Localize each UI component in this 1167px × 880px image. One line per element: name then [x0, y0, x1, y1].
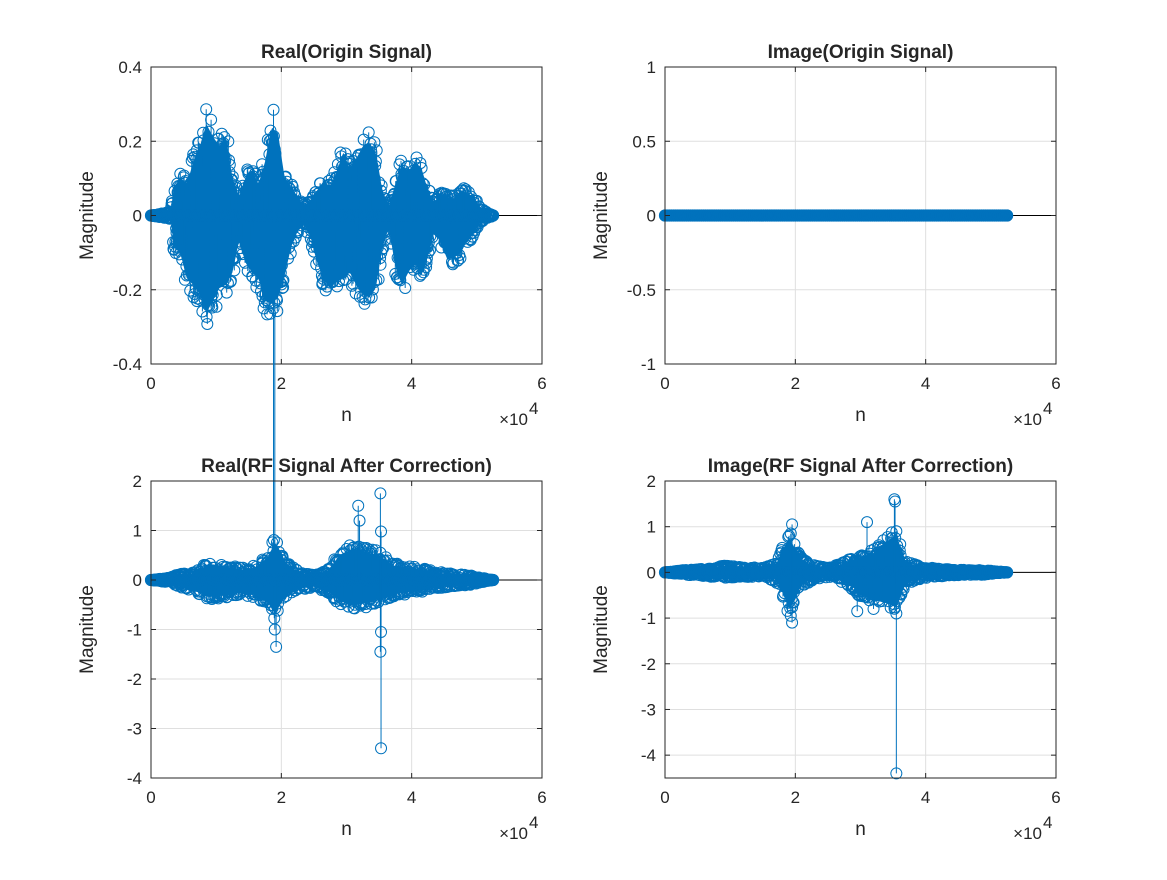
y-tick-label: 0 — [133, 571, 142, 590]
y-tick-label: 0.4 — [118, 58, 142, 77]
y-tick-label: -1 — [641, 355, 656, 374]
y-tick-label: -2 — [127, 670, 142, 689]
y-tick-label: -0.4 — [113, 355, 142, 374]
stem-series — [144, 103, 500, 755]
y-tick-label: 0.2 — [118, 132, 142, 151]
subplot-3: 0 2 4 6 -4 -3 -2 -1 0 1 2 Real(RF Signal After Corr… — [77, 103, 547, 843]
y-axis-label: Magnitude — [77, 171, 98, 260]
data-point — [1000, 209, 1014, 222]
stem-series — [658, 209, 1014, 222]
y-tick-label: 0 — [133, 207, 142, 226]
x-tick-label: 4 — [407, 374, 416, 393]
x-exponent-power: 4 — [529, 399, 538, 418]
x-exponent-label: ×10 — [499, 410, 528, 429]
subplot-1: 0 2 4 6 -0.4 -0.2 0 0.2 0.4 Real(Origin Signal) n M… — [77, 42, 547, 429]
subplot-2: 0 2 4 6 -1 -0.5 0 0.5 1 Image(Origin Signal) n Magn… — [591, 42, 1061, 429]
x-tick-label: 0 — [660, 374, 669, 393]
x-tick-label: 4 — [921, 374, 930, 393]
y-tick-label: 0 — [647, 207, 656, 226]
chart-title: Image(Origin Signal) — [768, 42, 954, 63]
x-exponent-power: 4 — [1043, 399, 1052, 418]
x-tick-label: 0 — [146, 374, 155, 393]
x-exponent-label: ×10 — [1013, 410, 1042, 429]
ticks: 0 2 4 6 -0.4 -0.2 0 0.2 0.4 — [113, 58, 547, 393]
x-tick-label: 4 — [921, 788, 930, 807]
y-tick-label: -4 — [641, 746, 656, 765]
y-tick-label: 2 — [647, 472, 656, 491]
chart-title: Real(RF Signal After Correction) — [201, 456, 492, 477]
x-tick-label: 6 — [537, 788, 546, 807]
y-axis-label: Magnitude — [591, 171, 612, 260]
y-tick-label: -4 — [127, 769, 142, 788]
x-axis-label: n — [855, 405, 866, 426]
x-tick-label: 6 — [1051, 374, 1060, 393]
y-tick-label: -0.2 — [113, 281, 142, 300]
y-tick-label: 1 — [647, 518, 656, 537]
x-tick-label: 4 — [407, 788, 416, 807]
y-tick-label: 0.5 — [632, 132, 656, 151]
y-tick-label: 1 — [647, 58, 656, 77]
chart-title: Image(RF Signal After Correction) — [708, 456, 1013, 477]
x-axis-label: n — [855, 819, 866, 840]
y-tick-label: -2 — [641, 655, 656, 674]
data-point — [487, 209, 500, 222]
y-axis-label: Magnitude — [77, 585, 98, 674]
y-tick-label: 0 — [647, 563, 656, 582]
x-tick-label: 2 — [277, 374, 286, 393]
y-tick-label: -3 — [127, 720, 142, 739]
y-axis-label: Magnitude — [591, 585, 612, 674]
y-tick-label: 1 — [133, 522, 142, 541]
x-tick-label: 6 — [1051, 788, 1060, 807]
x-exponent-label: ×10 — [499, 824, 528, 843]
y-tick-label: -1 — [641, 609, 656, 628]
x-tick-label: 2 — [277, 788, 286, 807]
x-exponent-power: 4 — [1043, 813, 1052, 832]
ticks: 0 2 4 6 -1 -0.5 0 0.5 1 — [627, 58, 1061, 393]
x-exponent-label: ×10 — [1013, 824, 1042, 843]
y-tick-label: -1 — [127, 621, 142, 640]
x-tick-label: 6 — [537, 374, 546, 393]
y-tick-label: -0.5 — [627, 281, 656, 300]
x-tick-label: 0 — [660, 788, 669, 807]
x-exponent-power: 4 — [529, 813, 538, 832]
x-axis-label: n — [341, 405, 352, 426]
chart-title: Real(Origin Signal) — [261, 42, 432, 63]
y-tick-label: 2 — [133, 472, 142, 491]
stem-series — [144, 103, 500, 330]
y-tick-label: -3 — [641, 700, 656, 719]
x-axis-label: n — [341, 819, 352, 840]
x-tick-label: 2 — [791, 788, 800, 807]
x-tick-label: 0 — [146, 788, 155, 807]
x-tick-label: 2 — [791, 374, 800, 393]
grid — [151, 481, 542, 778]
